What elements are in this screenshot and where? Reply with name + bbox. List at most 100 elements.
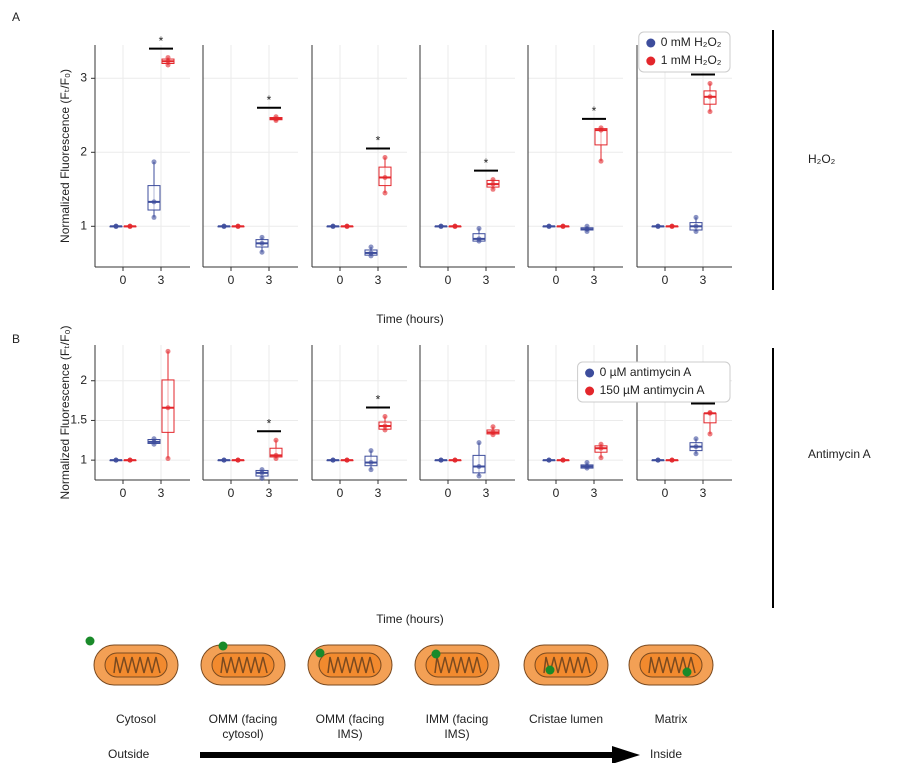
data-point xyxy=(114,458,119,463)
compartment-label: IMS) xyxy=(337,727,362,741)
fluorophore xyxy=(316,649,325,658)
data-point xyxy=(383,175,388,180)
x-tick-label: 3 xyxy=(591,486,598,500)
data-point xyxy=(345,224,350,229)
x-tick-label: 3 xyxy=(375,273,382,287)
data-point xyxy=(708,410,713,415)
data-point xyxy=(166,349,171,354)
data-point xyxy=(547,224,552,229)
compartment-label: OMM (facing xyxy=(316,712,385,726)
x-tick-label: 0 xyxy=(228,486,235,500)
data-point xyxy=(694,436,699,441)
x-tick-label: 3 xyxy=(700,273,707,287)
x-tick-label: 3 xyxy=(700,486,707,500)
compartment-label: cytosol) xyxy=(222,727,263,741)
y-tick-label: 1.5 xyxy=(70,413,87,427)
data-point xyxy=(383,155,388,160)
y-tick-label: 2 xyxy=(80,144,87,158)
data-point xyxy=(585,460,590,465)
data-point xyxy=(708,431,713,436)
data-point xyxy=(260,467,265,472)
significance-label: * xyxy=(267,93,272,107)
data-point xyxy=(491,177,496,182)
compartment-label: IMM (facing xyxy=(426,712,489,726)
data-point xyxy=(128,458,133,463)
x-tick-label: 0 xyxy=(662,273,669,287)
data-point xyxy=(599,455,604,460)
legend-marker xyxy=(646,39,655,48)
data-point xyxy=(369,250,374,255)
data-point xyxy=(166,55,171,60)
x-tick-label: 0 xyxy=(662,486,669,500)
legend-marker xyxy=(585,387,594,396)
data-point xyxy=(670,458,675,463)
figure: ANormalized Fluorescence (Fₜ/F₀)Time (ho… xyxy=(0,0,919,763)
data-point xyxy=(236,458,241,463)
data-point xyxy=(547,458,552,463)
y-tick-label: 1 xyxy=(80,218,87,232)
data-point xyxy=(439,224,444,229)
data-point xyxy=(491,187,496,192)
x-tick-label: 3 xyxy=(158,273,165,287)
legend-label: 150 µM antimycin A xyxy=(600,383,705,397)
y-tick-label: 1 xyxy=(80,452,87,466)
data-point xyxy=(491,182,496,187)
x-tick-label: 3 xyxy=(266,273,273,287)
gradient-end: Inside xyxy=(650,747,682,761)
data-point xyxy=(477,226,482,231)
data-point xyxy=(453,458,458,463)
data-point xyxy=(152,159,157,164)
data-point xyxy=(274,453,279,458)
panel-label: A xyxy=(12,10,20,24)
data-point xyxy=(453,224,458,229)
x-tick-label: 0 xyxy=(553,486,560,500)
data-point xyxy=(222,458,227,463)
data-point xyxy=(694,215,699,220)
box xyxy=(148,186,160,210)
data-point xyxy=(561,224,566,229)
significance-label: * xyxy=(484,156,489,170)
significance-label: * xyxy=(376,134,381,148)
significance-label: * xyxy=(592,104,597,118)
x-tick-label: 3 xyxy=(483,273,490,287)
data-point xyxy=(491,424,496,429)
compartment-label: IMS) xyxy=(444,727,469,741)
x-axis-label: Time (hours) xyxy=(376,612,444,626)
data-point xyxy=(477,440,482,445)
data-point xyxy=(477,464,482,469)
data-point xyxy=(599,159,604,164)
gradient-start: Outside xyxy=(108,747,150,761)
x-tick-label: 3 xyxy=(158,486,165,500)
fluorophore xyxy=(432,650,441,659)
data-point xyxy=(383,191,388,196)
x-axis-label: Time (hours) xyxy=(376,312,444,326)
x-tick-label: 3 xyxy=(375,486,382,500)
data-point xyxy=(369,460,374,465)
data-point xyxy=(369,448,374,453)
data-point xyxy=(656,458,661,463)
data-point xyxy=(561,458,566,463)
data-point xyxy=(331,458,336,463)
legend-marker xyxy=(646,57,655,66)
data-point xyxy=(274,114,279,119)
legend-label: 1 mM H₂O₂ xyxy=(661,53,722,67)
gradient-arrowhead xyxy=(612,746,640,763)
x-tick-label: 0 xyxy=(553,273,560,287)
data-point xyxy=(585,224,590,229)
x-tick-label: 0 xyxy=(445,273,452,287)
compartment-label: OMM (facing xyxy=(209,712,278,726)
data-point xyxy=(236,224,241,229)
data-point xyxy=(694,224,699,229)
x-tick-label: 3 xyxy=(266,486,273,500)
legend-label: 0 µM antimycin A xyxy=(600,365,692,379)
data-point xyxy=(599,442,604,447)
data-point xyxy=(694,451,699,456)
significance-label: * xyxy=(159,34,164,48)
data-point xyxy=(383,414,388,419)
data-point xyxy=(439,458,444,463)
data-point xyxy=(331,224,336,229)
data-point xyxy=(656,224,661,229)
data-point xyxy=(708,109,713,114)
fluorophore xyxy=(546,666,555,675)
compartment-label: Cristae lumen xyxy=(529,712,603,726)
